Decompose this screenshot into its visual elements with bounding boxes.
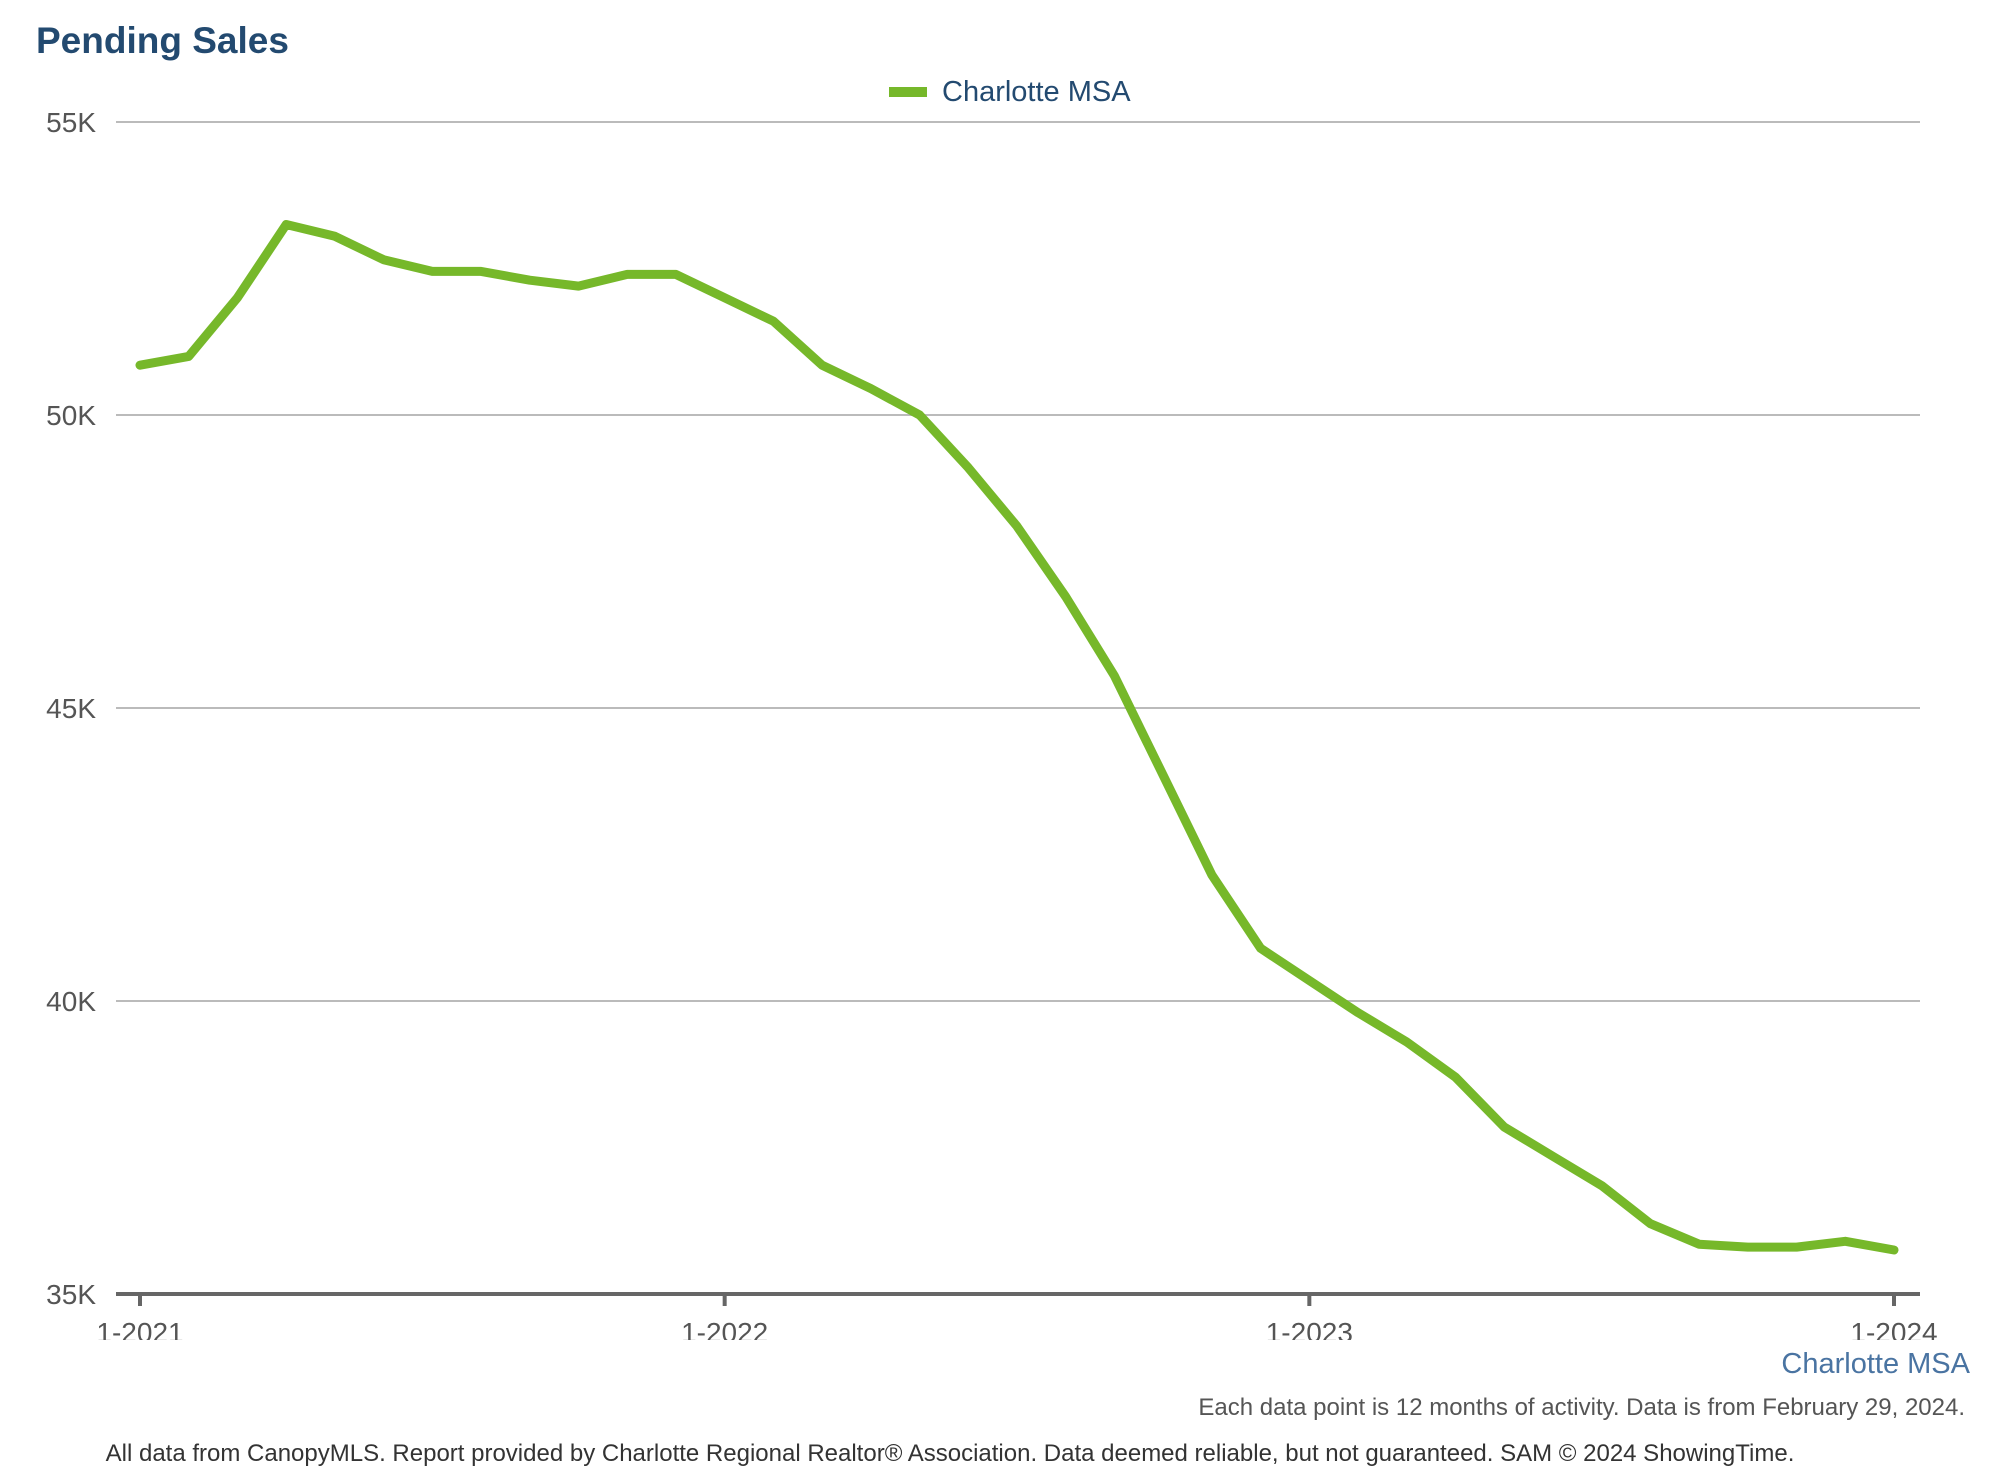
- data-point[interactable]: [282, 221, 290, 229]
- grid-lines: [116, 121, 1920, 1002]
- data-point[interactable]: [1354, 1009, 1362, 1017]
- x-axis-ticks: 1-2021 1-2022 1-2023 1-2024: [96, 1294, 1938, 1340]
- data-point[interactable]: [1890, 1246, 1898, 1254]
- data-point[interactable]: [916, 411, 924, 419]
- legend-swatch: [889, 87, 927, 97]
- data-point[interactable]: [526, 276, 534, 284]
- data-point[interactable]: [1695, 1240, 1703, 1248]
- data-point[interactable]: [1013, 522, 1021, 530]
- data-point[interactable]: [1549, 1152, 1557, 1160]
- x-tick-label: 1-2023: [1266, 1317, 1353, 1340]
- data-point[interactable]: [867, 385, 875, 393]
- y-tick-label: 45K: [46, 693, 96, 724]
- data-point[interactable]: [818, 361, 826, 369]
- data-point[interactable]: [380, 256, 388, 264]
- data-point[interactable]: [672, 270, 680, 278]
- y-tick-label: 40K: [46, 986, 96, 1017]
- data-point[interactable]: [1452, 1073, 1460, 1081]
- credits-text: All data from CanopyMLS. Report provided…: [105, 1440, 1795, 1467]
- series-footer-label: Charlotte MSA: [1781, 1348, 1970, 1380]
- data-point[interactable]: [233, 294, 241, 302]
- data-point[interactable]: [1500, 1123, 1508, 1131]
- y-tick-label: 35K: [46, 1279, 96, 1310]
- legend-label: Charlotte MSA: [942, 76, 1131, 108]
- x-tick-label: 1-2024: [1850, 1317, 1937, 1340]
- data-point[interactable]: [185, 352, 193, 360]
- y-tick-label: 50K: [46, 400, 96, 431]
- y-tick-label: 55K: [46, 107, 96, 138]
- data-point[interactable]: [477, 267, 485, 275]
- data-point[interactable]: [1793, 1243, 1801, 1251]
- data-point[interactable]: [136, 361, 144, 369]
- data-point[interactable]: [1110, 672, 1118, 680]
- data-point[interactable]: [331, 232, 339, 240]
- y-axis-ticks: 35K 40K 45K 50K 55K: [46, 107, 96, 1310]
- data-note: Each data point is 12 months of activity…: [1198, 1394, 1965, 1421]
- legend[interactable]: Charlotte MSA: [889, 76, 1131, 108]
- data-point[interactable]: [1598, 1182, 1606, 1190]
- data-point[interactable]: [1744, 1243, 1752, 1251]
- data-point[interactable]: [623, 270, 631, 278]
- data-point[interactable]: [1159, 771, 1167, 779]
- data-point[interactable]: [575, 282, 583, 290]
- series-line[interactable]: [135, 220, 1899, 1255]
- series-group: [135, 220, 1899, 1255]
- data-point[interactable]: [428, 267, 436, 275]
- data-point[interactable]: [1305, 976, 1313, 984]
- x-tick-label: 1-2021: [96, 1317, 183, 1340]
- data-point[interactable]: [1208, 871, 1216, 879]
- data-point[interactable]: [964, 464, 972, 472]
- data-point[interactable]: [769, 317, 777, 325]
- x-tick-label: 1-2022: [681, 1317, 768, 1340]
- data-point[interactable]: [1841, 1237, 1849, 1245]
- data-point[interactable]: [1257, 944, 1265, 952]
- data-point[interactable]: [1062, 593, 1070, 601]
- data-point[interactable]: [1646, 1220, 1654, 1228]
- data-point[interactable]: [1403, 1038, 1411, 1046]
- page-title: Pending Sales: [36, 20, 289, 61]
- data-point[interactable]: [721, 294, 729, 302]
